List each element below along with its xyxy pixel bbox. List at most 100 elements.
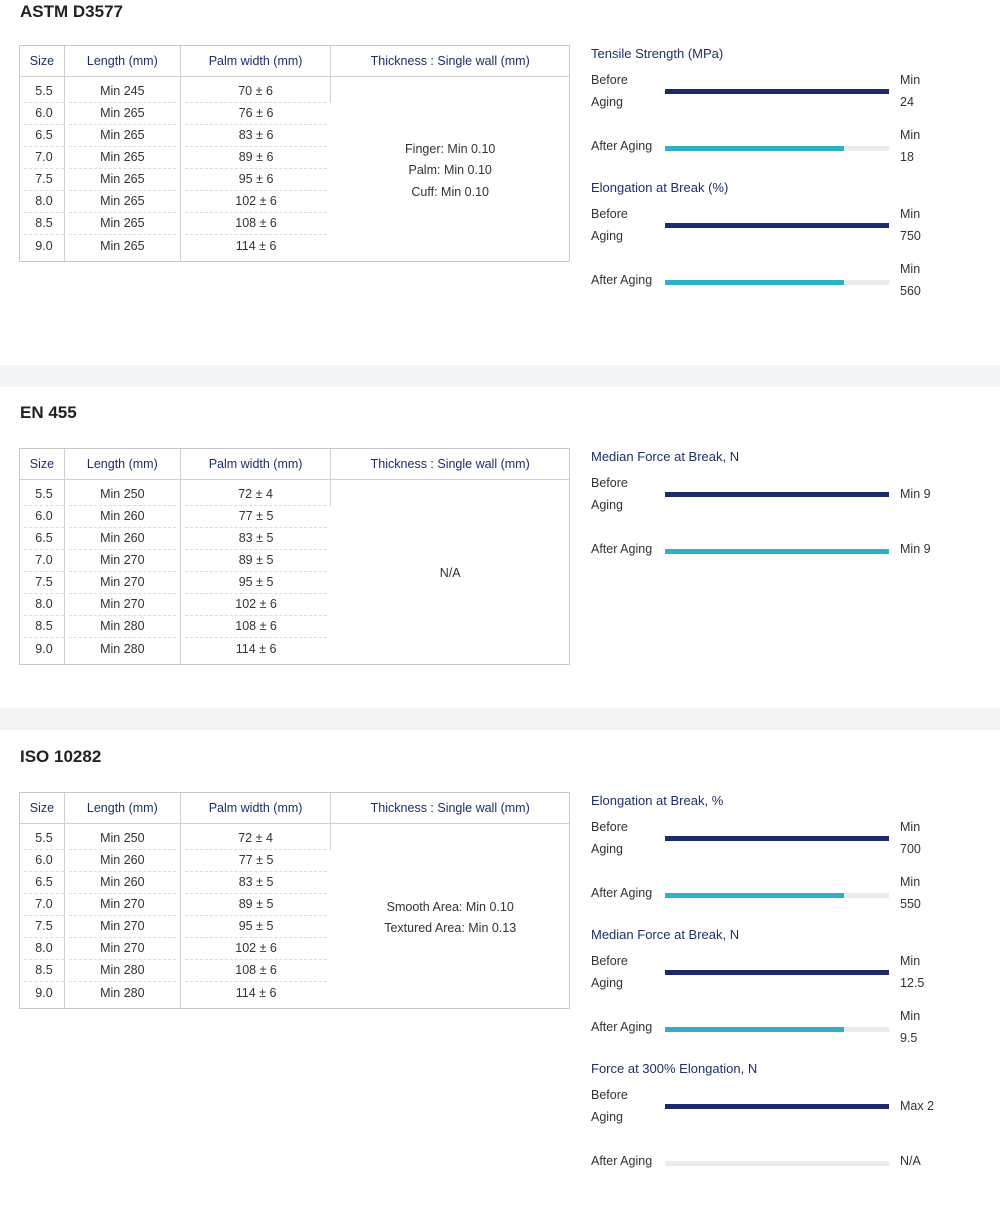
palm-width-cell: 83 ± 5: [181, 872, 332, 894]
metric-group: Median Force at Break, N Before Aging Mi…: [591, 448, 931, 572]
metric-value: Min 9: [900, 487, 931, 501]
size-cell: 8.5: [20, 960, 65, 982]
palm-width-cell: 72 ± 4: [181, 480, 332, 506]
metric-bar-track: [665, 146, 889, 151]
length-cell: Min 270: [65, 894, 181, 916]
table-row: 6.5 Min 260 83 ± 5: [20, 528, 569, 550]
table-row: 7.0 Min 270 89 ± 5: [20, 550, 569, 572]
table-row: 8.5 Min 265 108 ± 6: [20, 213, 569, 235]
metric-value: Min 9.5: [900, 1009, 921, 1045]
palm-width-cell: 114 ± 6: [235, 238, 277, 253]
metric-label: After Aging: [591, 273, 653, 287]
length-cell: Min 270: [65, 550, 181, 572]
table-row: 9.0 Min 265 114 ± 6: [20, 235, 569, 261]
table-row: 5.5 Min 245 70 ± 6 Finger: Min 0.10 Palm: …: [20, 77, 569, 199]
metrics-panel: Median Force at Break, N Before Aging Mi…: [591, 448, 931, 582]
header-thickness: Thickness : Single wall (mm): [331, 449, 569, 480]
metric-bar-track: [665, 280, 889, 285]
metric-bar-fill: [665, 223, 889, 228]
palm-width-cell: 77 ± 5: [181, 850, 332, 872]
standard-title: EN 455: [20, 403, 77, 422]
thickness-line: Smooth Area: Min 0.10: [386, 899, 514, 914]
table-row: 5.5 Min 250 72 ± 4 Smooth Area: Min 0.10 T…: [20, 824, 569, 935]
header-thickness: Thickness : Single wall (mm): [331, 793, 569, 824]
metric-label: Before Aging: [591, 820, 628, 856]
palm-width-cell: 102 ± 6: [181, 594, 332, 616]
metric-bar-track: [665, 549, 889, 554]
size-cell: 7.5: [20, 572, 65, 594]
length-cell: Min 265: [65, 169, 181, 191]
thickness-line: Textured Area: Min 0.13: [384, 921, 517, 935]
table-row: 6.5 Min 260 83 ± 5: [20, 872, 569, 894]
palm-width-cell: 83 ± 6: [181, 125, 332, 147]
size-cell: 7.0: [20, 550, 65, 572]
length-cell: Min 265: [65, 235, 181, 261]
table-row: 7.5 Min 270 95 ± 5: [20, 916, 569, 938]
metric-bar-fill: [665, 893, 845, 898]
palm-width-cell: 114 ± 6: [235, 641, 277, 656]
length-cell: Min 265: [65, 213, 181, 235]
metric-value: Min 700: [900, 820, 921, 856]
palm-width-cell: 89 ± 5: [181, 550, 332, 572]
metric-bar-fill: [665, 836, 889, 841]
metric-label: After Aging: [591, 542, 653, 556]
palm-width-cell: 72 ± 4: [181, 824, 332, 850]
length-cell: Min 250: [65, 480, 181, 506]
metric-bar-track: [665, 836, 889, 841]
palm-width-cell: 83 ± 5: [181, 528, 332, 550]
size-cell: 7.0: [20, 894, 65, 916]
metric-label: Before Aging: [591, 954, 628, 990]
size-cell: 7.0: [20, 147, 65, 169]
size-cell: 9.0: [20, 982, 65, 1008]
palm-width-cell: 102 ± 6: [181, 191, 332, 213]
metric-title: Elongation at Break, %: [591, 793, 724, 808]
thickness-cell: Finger: Min 0.10 Palm: Min 0.10 Cuff: Min …: [331, 77, 569, 261]
palm-width-cell: 95 ± 6: [181, 169, 332, 191]
metric-bar-fill: [665, 1104, 889, 1109]
metric-row: After Aging Min 550: [591, 870, 931, 916]
table-row: 8.0 Min 270 102 ± 6: [20, 594, 569, 616]
metric-label: Before Aging: [591, 476, 628, 512]
metric-group: Median Force at Break, N Before Aging Mi…: [591, 926, 931, 1050]
metric-group: Tensile Strength (MPa) Before Aging Min …: [591, 45, 931, 169]
thickness-line: N/A: [439, 566, 461, 581]
table-row: 6.0 Min 260 77 ± 5: [20, 506, 569, 528]
length-cell: Min 265: [65, 147, 181, 169]
metric-value: Min 750: [900, 207, 921, 243]
size-spec-table: Size Length (mm) Palm width (mm) Thickne…: [19, 792, 570, 1009]
length-cell: Min 265: [65, 125, 181, 147]
palm-width-cell: 70 ± 6: [181, 77, 332, 103]
metric-row: Before Aging Min 12.5: [591, 950, 931, 1004]
metric-value: Min 24: [900, 73, 921, 109]
table-row: 7.0 Min 270 89 ± 5: [20, 894, 569, 916]
size-cell: 7.5: [20, 169, 65, 191]
table-row: 8.5 Min 280 108 ± 6: [20, 616, 569, 638]
palm-width-cell: 89 ± 6: [181, 147, 332, 169]
size-cell: 8.5: [20, 616, 65, 638]
metric-row: Before Aging Max 2: [591, 1084, 934, 1138]
metric-bar-fill: [665, 146, 845, 151]
thickness-line: Finger: Min 0.10: [405, 141, 496, 156]
length-cell: Min 280: [65, 638, 181, 664]
palm-width-cell: 76 ± 6: [181, 103, 332, 125]
size-cell: 8.5: [20, 213, 65, 235]
length-cell: Min 280: [65, 616, 181, 638]
size-cell: 5.5: [20, 480, 65, 506]
metrics-panel: Elongation at Break, % Before Aging Min …: [591, 792, 934, 1194]
size-cell: 9.0: [20, 638, 65, 664]
metric-bar-fill: [665, 1027, 845, 1032]
metric-row: After Aging N/A: [591, 1138, 931, 1184]
length-cell: Min 245: [65, 77, 181, 103]
size-cell: 6.0: [20, 850, 65, 872]
size-cell: 6.0: [20, 506, 65, 528]
length-cell: Min 260: [65, 872, 181, 894]
table-row: 5.5 Min 250 72 ± 4 N/A: [20, 480, 569, 580]
metric-label: After Aging: [591, 1154, 653, 1168]
metric-bar-track: [665, 1161, 889, 1166]
metric-title: Elongation at Break (%): [591, 180, 729, 195]
size-cell: 8.0: [20, 191, 65, 213]
size-cell: 6.5: [20, 125, 65, 147]
table-row: 6.0 Min 260 77 ± 5: [20, 850, 569, 872]
length-cell: Min 265: [65, 103, 181, 125]
length-cell: Min 280: [65, 960, 181, 982]
